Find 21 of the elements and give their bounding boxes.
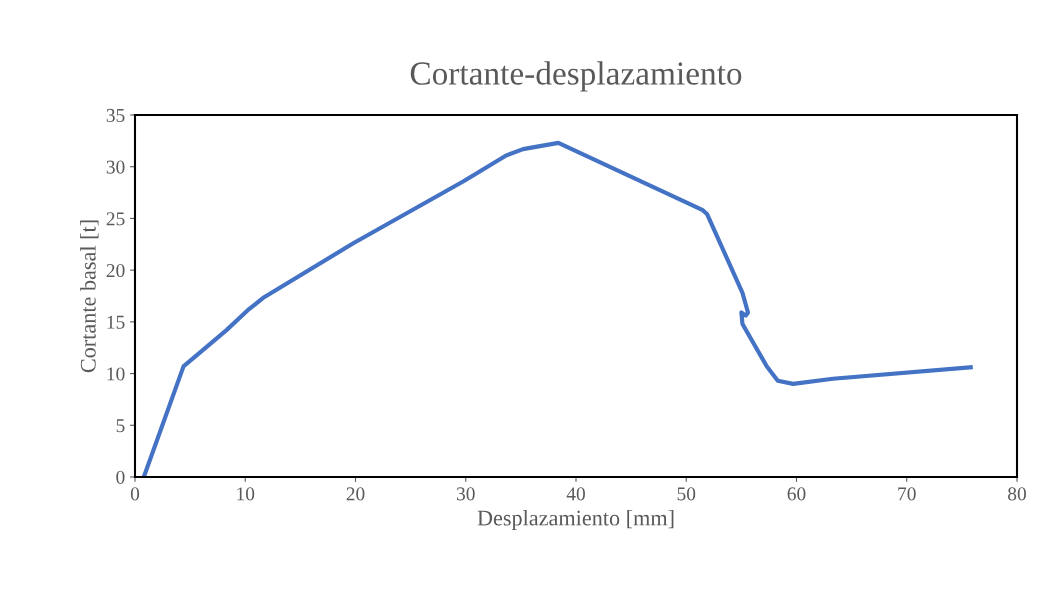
y-axis-title: Cortante basal [t]	[80, 220, 99, 373]
line-series	[141, 140, 973, 477]
x-tick-label: 40	[566, 487, 585, 501]
y-tick-label: 35	[106, 108, 125, 122]
y-tick-label: 0	[116, 470, 125, 484]
y-tick-label: 30	[106, 160, 125, 174]
y-tick-label: 25	[106, 212, 125, 226]
x-tick-label: 60	[787, 487, 806, 501]
x-tick-label: 20	[346, 487, 365, 501]
y-tick-label: 5	[116, 419, 125, 433]
chart-title: Cortante-desplazamiento	[410, 61, 742, 92]
x-tick-label: 30	[456, 487, 475, 501]
y-tick-label: 15	[107, 315, 125, 329]
y-tick-label: 10	[107, 367, 125, 381]
x-tick-label: 50	[677, 487, 696, 501]
x-tick-label: 10	[237, 487, 255, 501]
y-tick-label: 20	[106, 263, 125, 278]
x-axis-title: Desplazamiento [mm]	[477, 509, 674, 531]
x-tick-label: 0	[130, 487, 140, 501]
x-tick-label: 80	[1008, 487, 1026, 501]
x-tick-label: 70	[898, 487, 916, 501]
